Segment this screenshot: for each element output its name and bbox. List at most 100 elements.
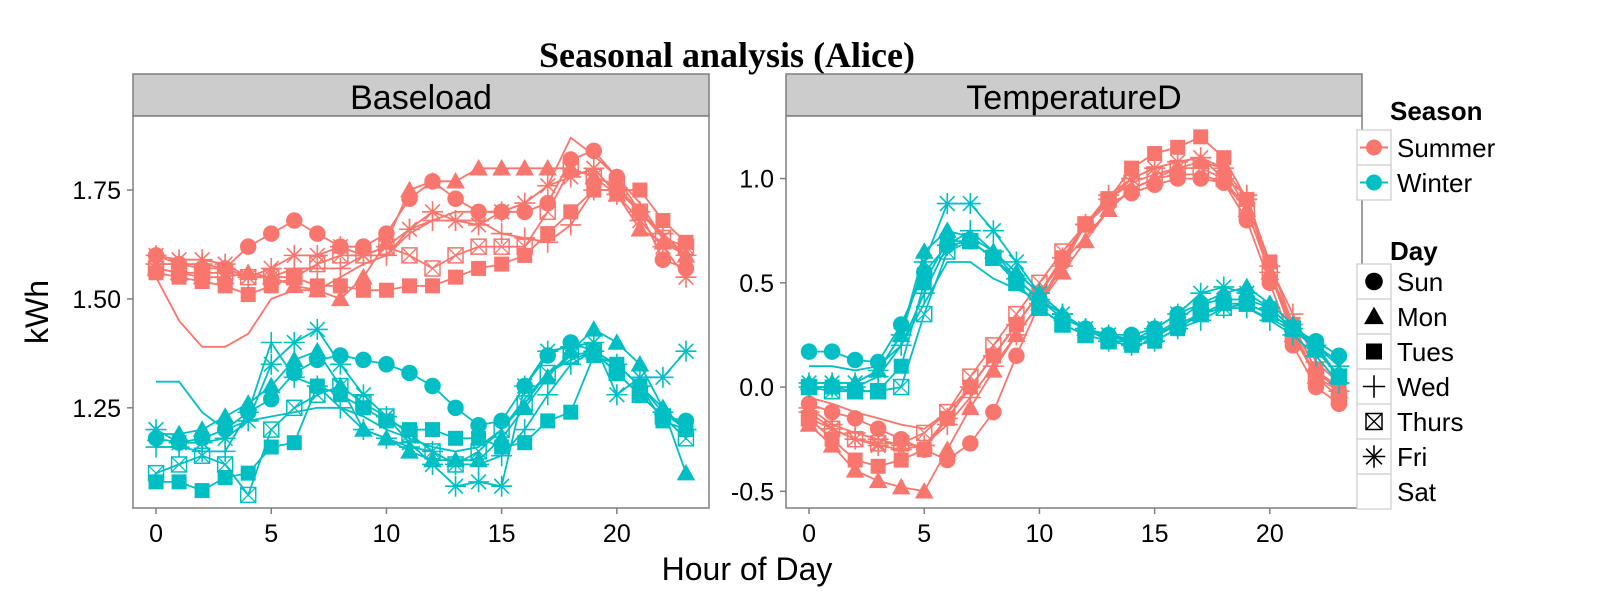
point-summer-fri: [306, 244, 328, 266]
point-summer-fri: [283, 244, 305, 266]
point-summer-fri: [191, 249, 213, 271]
point-winter-tues: [194, 483, 210, 499]
x-tick-label: 15: [1141, 520, 1169, 548]
legend-day-shape: [1365, 272, 1383, 291]
point-summer-mon: [400, 180, 419, 198]
point-summer-thurs: [447, 247, 464, 264]
point-summer-tues: [355, 282, 371, 298]
point-summer-fri: [1167, 151, 1189, 173]
point-summer-fri: [445, 210, 467, 232]
series-clip: [145, 136, 697, 504]
point-winter-mon: [261, 376, 281, 394]
legend-day-label: Fri: [1397, 442, 1427, 472]
point-winter-tues: [893, 358, 909, 374]
point-winter-mon: [914, 242, 934, 259]
point-winter-thurs: [309, 386, 326, 404]
point-winter-wed: [260, 331, 282, 353]
point-summer-tues: [240, 287, 256, 303]
point-winter-tues: [425, 422, 441, 438]
point-winter-mon: [607, 333, 627, 350]
point-summer-thurs: [286, 268, 303, 286]
point-winter-fri: [1236, 282, 1258, 304]
point-summer-fri: [352, 244, 374, 266]
point-summer-tues: [1170, 139, 1186, 155]
point-winter-thurs: [985, 249, 1002, 267]
point-winter-fri: [959, 193, 981, 215]
point-summer-tues: [378, 282, 394, 298]
point-winter-tues: [332, 387, 348, 403]
point-summer-sun: [846, 410, 864, 427]
point-winter-tues: [171, 474, 187, 490]
point-winter-sun: [401, 364, 418, 382]
point-winter-thurs: [962, 232, 979, 250]
point-winter-mon: [676, 463, 696, 481]
point-summer-tues: [632, 182, 648, 198]
point-winter-thurs: [332, 377, 349, 395]
point-winter-tues: [563, 404, 579, 420]
point-summer-tues: [401, 278, 417, 294]
point-winter-tues: [263, 439, 279, 455]
legend-day-label: Sun: [1397, 267, 1443, 297]
point-summer-tues: [517, 247, 533, 263]
point-summer-mon: [868, 471, 888, 489]
point-winter-fri: [798, 372, 820, 394]
point-summer-thurs: [401, 247, 418, 264]
point-winter-fri: [398, 432, 420, 454]
point-summer-wed: [560, 214, 582, 236]
point-summer-fri: [237, 266, 259, 288]
point-winter-sun: [378, 356, 395, 373]
x-axis-ticks-baseload: 0 5 10 15 20: [149, 508, 631, 548]
point-summer-sun: [1192, 170, 1209, 187]
panel-label-baseload: Baseload: [350, 79, 492, 117]
point-summer-thurs: [470, 238, 487, 255]
point-summer-sun: [585, 142, 603, 160]
point-summer-fri: [629, 210, 651, 232]
y-axis-title: kWh: [19, 280, 55, 344]
point-summer-fri: [1121, 168, 1143, 190]
point-summer-sun: [447, 190, 464, 208]
point-summer-thurs: [493, 238, 510, 255]
point-summer-fri: [560, 166, 582, 188]
x-tick-label: 0: [149, 520, 163, 548]
x-tick-label: 5: [264, 520, 278, 548]
point-summer-fri: [1190, 147, 1212, 169]
legend-days: Sun Mon Tues Wed Thurs Fri Sat: [1356, 263, 1463, 510]
x-tick-label: 15: [488, 520, 516, 548]
point-summer-fri: [214, 253, 236, 275]
point-summer-sun: [823, 403, 841, 421]
point-winter-fri: [1005, 251, 1027, 273]
y-tick-label: 0.0: [739, 374, 774, 402]
point-winter-wed: [514, 419, 536, 441]
point-summer-mon: [515, 158, 534, 176]
point-summer-tues: [655, 213, 671, 229]
point-winter-fri: [491, 475, 513, 497]
point-summer-sun: [286, 212, 303, 229]
x-axis-ticks-temperatured: 0 5 10 15 20: [802, 508, 1284, 548]
point-winter-thurs: [1008, 274, 1025, 292]
chart-title: Seasonal analysis (Alice): [539, 35, 915, 75]
series-line-summer-wed: [808, 156, 1340, 447]
point-winter-fri: [145, 419, 167, 441]
x-tick-label: 0: [802, 520, 816, 548]
point-winter-fri: [329, 353, 351, 375]
point-winter-mon: [192, 420, 212, 437]
point-winter-wed: [537, 384, 559, 406]
point-summer-tues: [494, 256, 510, 272]
point-winter-tues: [540, 413, 556, 429]
point-summer-tues: [194, 274, 210, 290]
point-summer-mon: [1076, 231, 1095, 249]
point-winter-thurs: [239, 486, 257, 504]
point-winter-mon: [308, 341, 327, 359]
point-winter-sun: [800, 343, 818, 360]
legend-day-shape: [1366, 343, 1382, 360]
point-winter-fri: [982, 220, 1004, 242]
y-tick-label: 1.75: [72, 177, 121, 205]
point-winter-thurs: [892, 378, 910, 396]
point-winter-fri: [352, 384, 374, 406]
point-summer-tues: [1193, 129, 1209, 145]
legend-key-point: [1366, 174, 1382, 191]
series-clip: [798, 129, 1350, 499]
point-winter-mon: [584, 320, 604, 337]
point-summer-tues: [847, 452, 863, 468]
